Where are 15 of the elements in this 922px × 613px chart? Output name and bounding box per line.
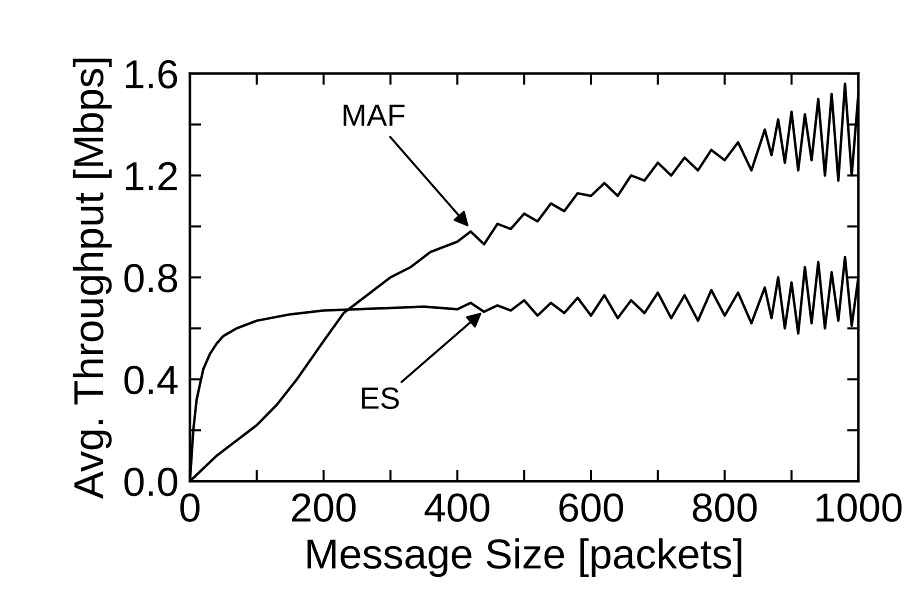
x-tick-label: 600 [559,493,624,522]
y-tick-label: 0.0 [124,468,178,496]
x-tick-label: 800 [692,493,757,522]
x-tick-label: 400 [424,493,490,522]
annotation: ES [362,387,399,409]
y-axis-title: Avg. Throughput [Mbps] [72,58,112,499]
y-tick-label: 0.4 [124,366,178,394]
x-tick-label: 1000 [816,493,902,522]
y-tick-label: 1.6 [126,60,178,89]
y-tick-label: 1.2 [126,162,177,190]
x-tick-label: 0 [180,493,200,522]
y-tick-label: 0.8 [124,264,178,292]
x-tick-label: 200 [292,493,356,522]
x-axis-title: Message Size [packets] [308,538,742,578]
annotation: MAF [344,104,404,126]
